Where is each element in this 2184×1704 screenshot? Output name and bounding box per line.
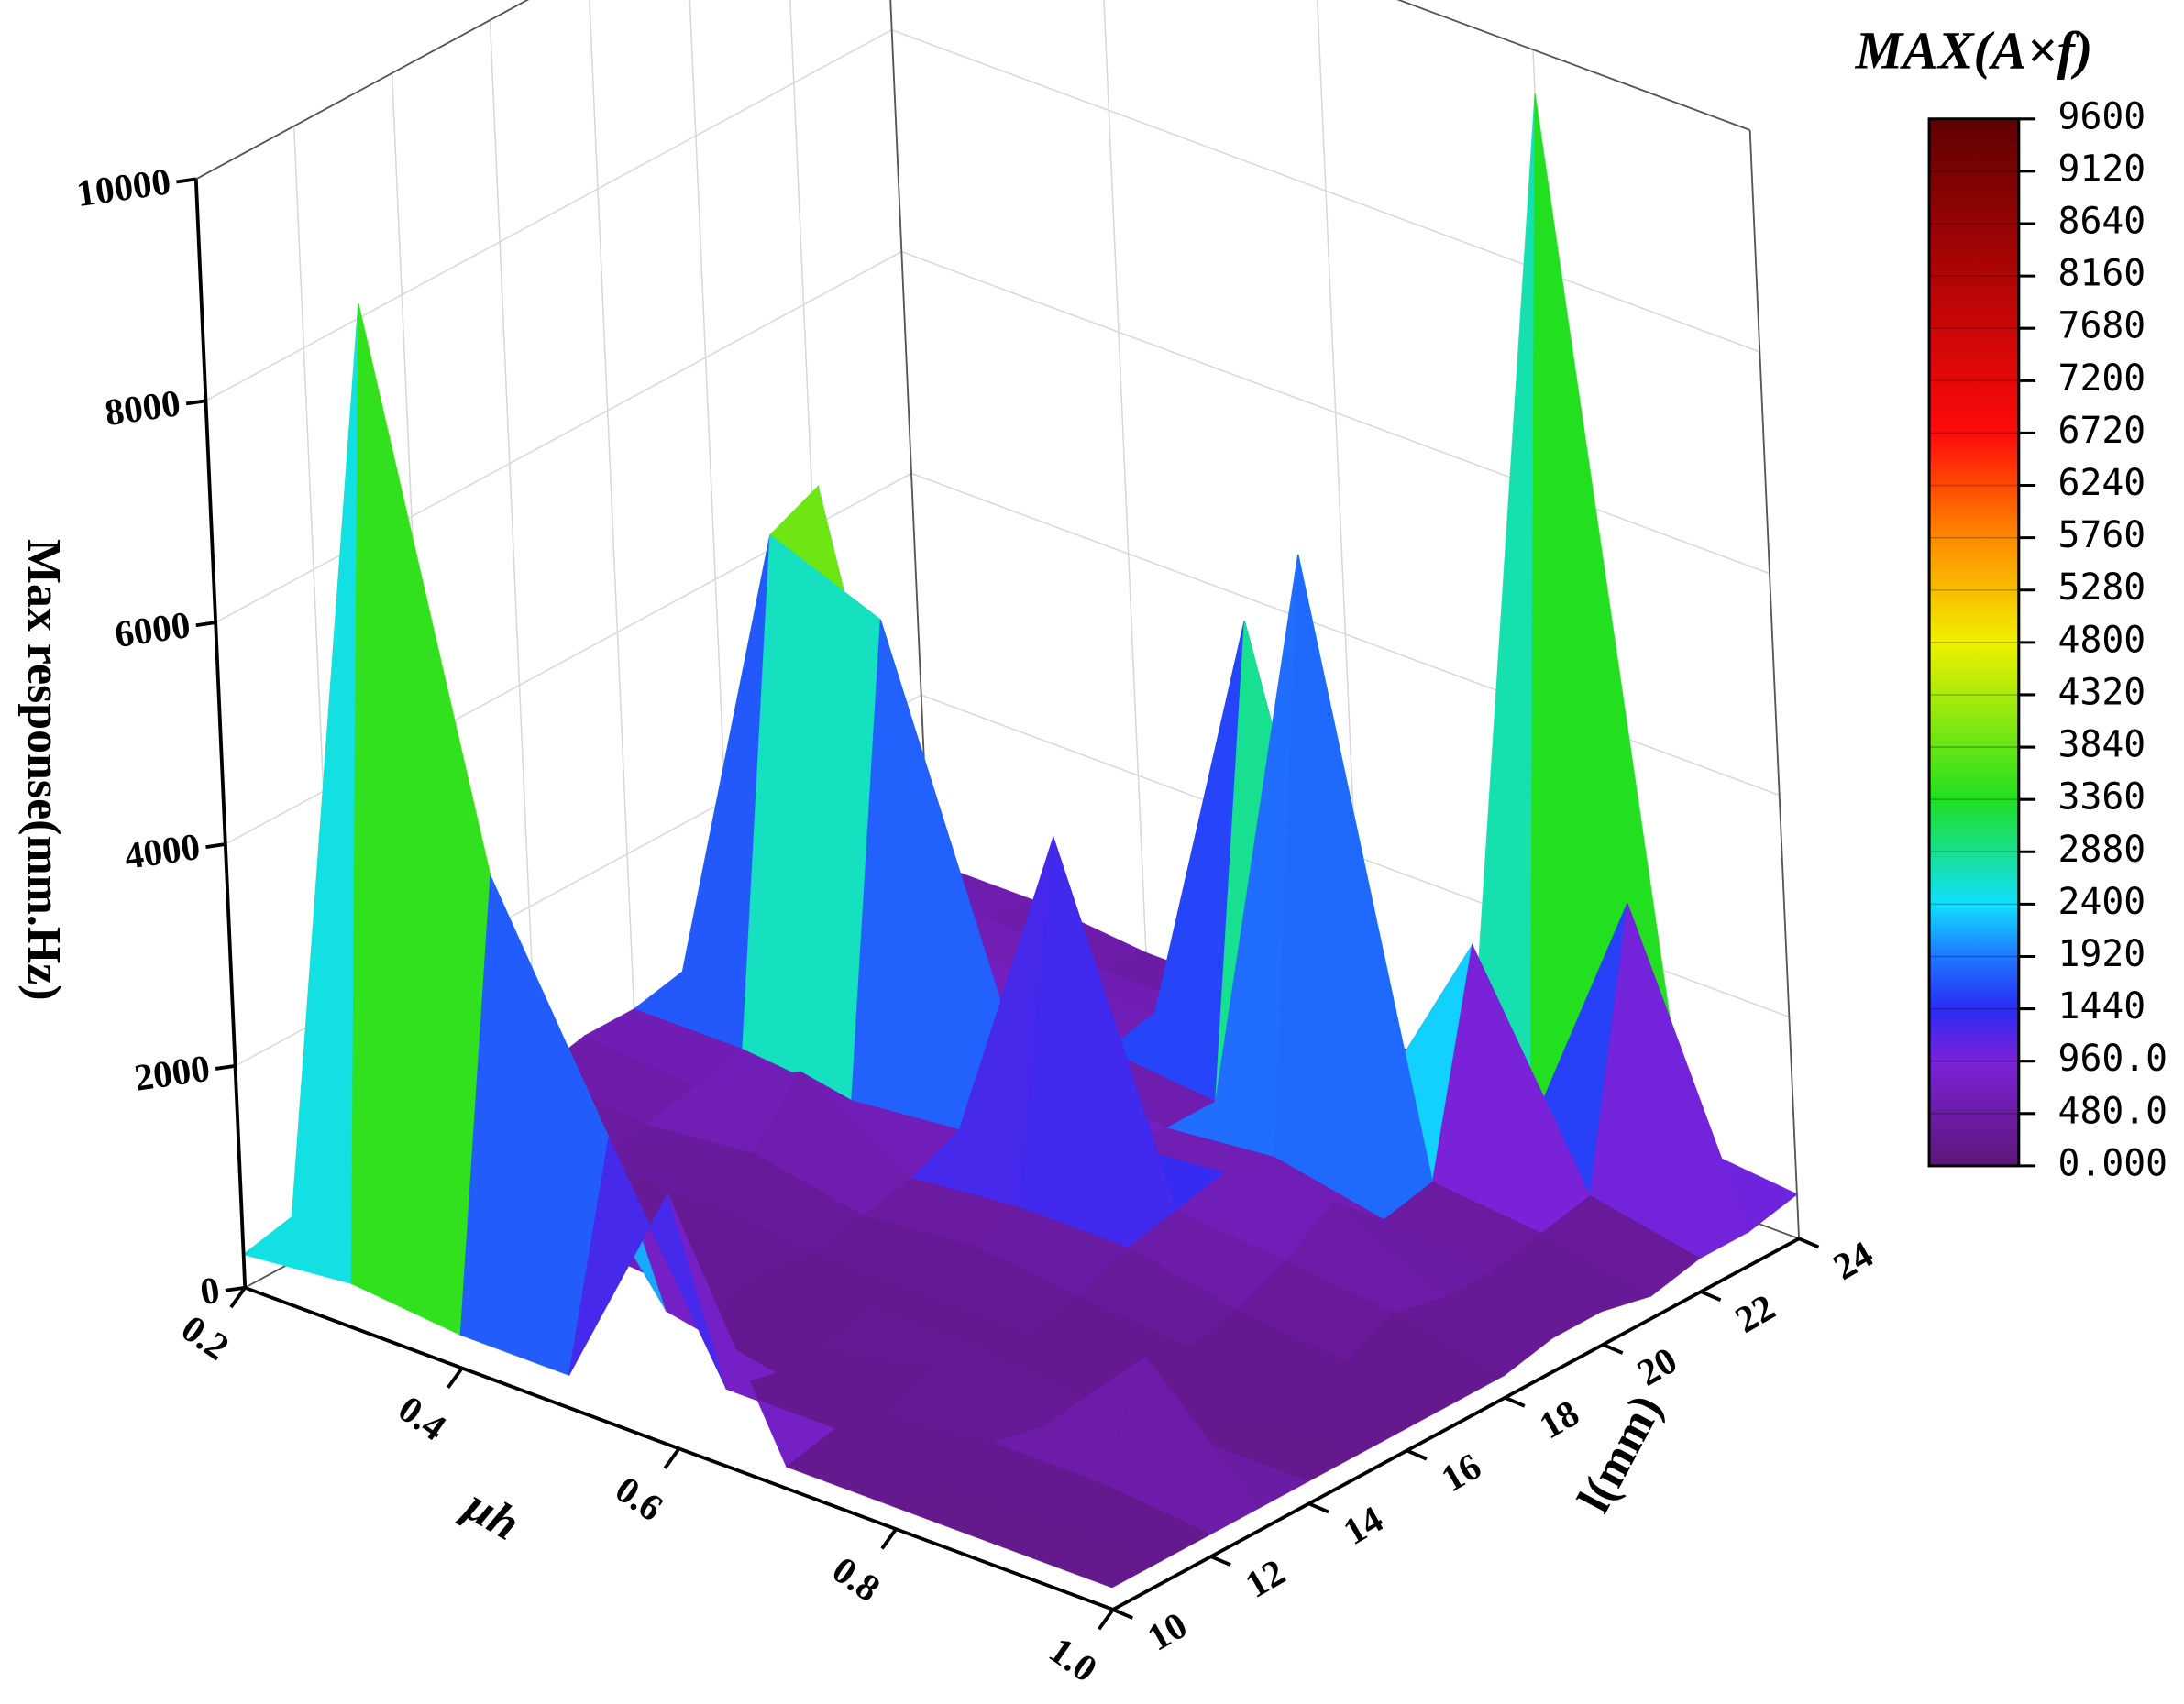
z-tick-label: 10000 bbox=[73, 159, 172, 214]
colorbar-tick-label: 5280 bbox=[2058, 566, 2146, 609]
colorbar bbox=[1927, 117, 2021, 1168]
grid-line bbox=[1103, 0, 1149, 997]
wall-edge bbox=[889, 0, 932, 918]
grid-line bbox=[205, 29, 893, 401]
wall-edge bbox=[1396, 0, 1750, 131]
surface bbox=[242, 93, 1799, 1589]
y-tick-label: 10 bbox=[1140, 1603, 1194, 1658]
x-tick-label: 1.0 bbox=[1042, 1629, 1105, 1690]
z-tick-label: 6000 bbox=[112, 603, 193, 655]
wall-edge bbox=[1748, 129, 1800, 1239]
y-tick-label: 16 bbox=[1434, 1445, 1488, 1500]
z-axis bbox=[193, 179, 248, 1288]
colorbar-tick-label: 8640 bbox=[2058, 200, 2146, 242]
z-tick bbox=[195, 621, 216, 628]
grid-line bbox=[1396, 0, 1750, 131]
colorbar-tick-label: 3840 bbox=[2058, 724, 2146, 766]
grid-line bbox=[215, 250, 902, 623]
y-tick-label: 22 bbox=[1728, 1285, 1782, 1340]
colorbar-tick-label: 960.0 bbox=[2058, 1038, 2167, 1080]
colorbar-tick-label: 6240 bbox=[2058, 462, 2146, 504]
colorbar-tick-label: 7680 bbox=[2058, 305, 2146, 347]
surface-facet bbox=[1274, 554, 1434, 1221]
x-tick bbox=[663, 1447, 681, 1469]
y-tick-label: 18 bbox=[1532, 1391, 1586, 1446]
z-tick bbox=[225, 1285, 246, 1292]
colorbar-title: MAX(A×f) bbox=[1855, 20, 2093, 80]
colorbar-tick-label: 8160 bbox=[2058, 253, 2146, 295]
surface-facet bbox=[1002, 1520, 1163, 1589]
z-tick bbox=[205, 842, 226, 849]
y-tick bbox=[1504, 1395, 1526, 1408]
colorbar-tick-label: 4320 bbox=[2058, 671, 2146, 713]
y-tick bbox=[1602, 1343, 1624, 1355]
x-tick-label: 0.2 bbox=[174, 1306, 237, 1368]
x-axis-title: μh bbox=[454, 1478, 528, 1551]
z-tick-label: 0 bbox=[197, 1269, 222, 1313]
x-tick-label: 0.6 bbox=[608, 1468, 671, 1529]
colorbar-tick-label: 9120 bbox=[2058, 148, 2146, 190]
y-tick bbox=[1798, 1237, 1820, 1249]
y-tick-label: 24 bbox=[1826, 1233, 1881, 1288]
y-tick bbox=[1406, 1448, 1428, 1461]
surface-facet bbox=[350, 303, 491, 1336]
colorbar-tick-label: 1920 bbox=[2058, 933, 2146, 975]
colorbar-tick-label: 4800 bbox=[2058, 619, 2146, 661]
grid-line bbox=[489, 19, 540, 1129]
surface-facet bbox=[242, 303, 359, 1285]
colorbar-tick-label: 7200 bbox=[2058, 357, 2146, 400]
colorbar-tick-label: 0.000 bbox=[2058, 1142, 2167, 1184]
x-tick bbox=[447, 1367, 464, 1390]
y-tick-label: 14 bbox=[1336, 1498, 1390, 1553]
wall-edge bbox=[195, 0, 530, 181]
colorbar-tick-label: 3360 bbox=[2058, 776, 2146, 819]
z-tick bbox=[185, 399, 206, 406]
y-tick bbox=[1307, 1501, 1329, 1514]
x-tick-label: 0.8 bbox=[825, 1548, 888, 1610]
y-tick bbox=[1112, 1608, 1134, 1620]
x-tick bbox=[880, 1528, 898, 1550]
colorbar-tick-label: 6720 bbox=[2058, 410, 2146, 452]
colorbar-tick-label: 9600 bbox=[2058, 95, 2146, 137]
z-tick bbox=[215, 1063, 236, 1071]
colorbar-tick-label: 480.0 bbox=[2058, 1090, 2167, 1132]
y-tick-label: 20 bbox=[1630, 1338, 1684, 1393]
y-tick bbox=[1700, 1290, 1722, 1303]
z-tick-label: 2000 bbox=[132, 1047, 213, 1099]
y-axis bbox=[1111, 1237, 1800, 1611]
y-tick-label: 12 bbox=[1238, 1550, 1292, 1605]
grid-line bbox=[589, 0, 638, 1076]
z-axis-title: Max response(mm.Hz) bbox=[17, 539, 70, 1001]
y-axis-title: l(mm) bbox=[1568, 1387, 1672, 1521]
z-tick-label: 8000 bbox=[103, 381, 183, 434]
x-tick bbox=[229, 1286, 247, 1309]
colorbar-tick-label: 5760 bbox=[2058, 514, 2146, 556]
colorbar-tick-label: 2400 bbox=[2058, 881, 2146, 923]
colorbar-tick-label: 2880 bbox=[2058, 829, 2146, 871]
y-tick bbox=[1210, 1555, 1231, 1567]
z-tick-label: 4000 bbox=[122, 825, 203, 877]
x-tick bbox=[1098, 1608, 1115, 1631]
colorbar-tick-label: 1440 bbox=[2058, 985, 2146, 1028]
z-tick bbox=[176, 177, 197, 184]
x-tick-label: 0.4 bbox=[391, 1387, 454, 1448]
grid-line bbox=[195, 0, 529, 181]
